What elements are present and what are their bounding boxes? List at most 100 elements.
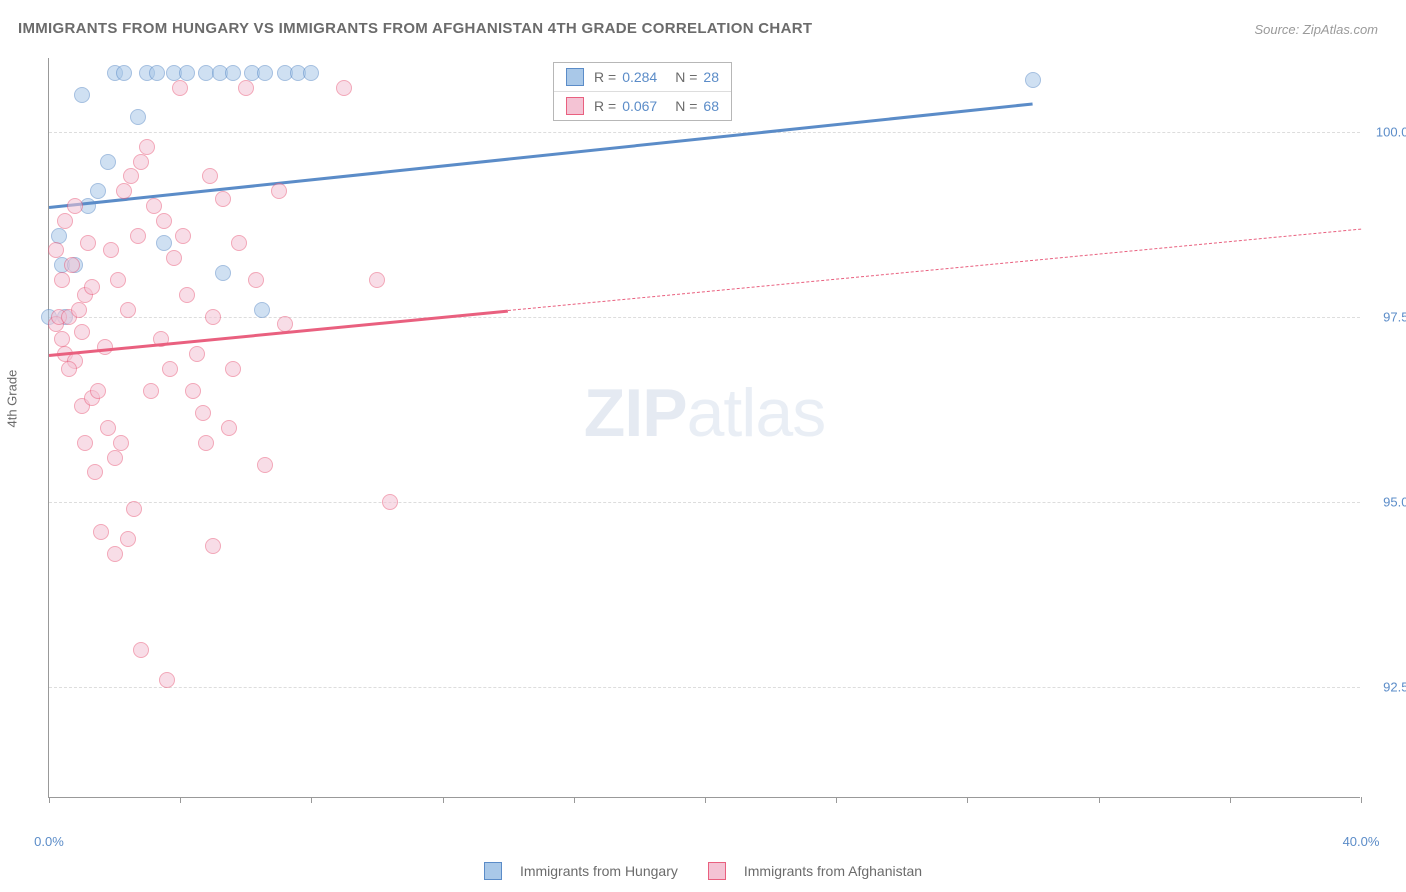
- n-label: N =: [675, 98, 697, 114]
- series-legend: Immigrants from Hungary Immigrants from A…: [0, 862, 1406, 880]
- scatter-point: [162, 361, 178, 377]
- scatter-point: [166, 250, 182, 266]
- x-tick: [574, 797, 575, 803]
- scatter-point: [100, 154, 116, 170]
- x-tick: [836, 797, 837, 803]
- scatter-point: [369, 272, 385, 288]
- gridline-h: [49, 317, 1360, 318]
- scatter-point: [80, 235, 96, 251]
- scatter-point: [254, 302, 270, 318]
- scatter-point: [202, 168, 218, 184]
- scatter-point: [303, 65, 319, 81]
- scatter-point: [74, 324, 90, 340]
- legend-item: Immigrants from Hungary: [484, 862, 678, 880]
- x-tick: [443, 797, 444, 803]
- x-tick: [49, 797, 50, 803]
- gridline-h: [49, 132, 1360, 133]
- y-tick-label: 92.5%: [1366, 680, 1406, 695]
- r-value: 0.067: [622, 98, 657, 114]
- scatter-point: [57, 213, 73, 229]
- scatter-point: [116, 65, 132, 81]
- scatter-point: [54, 331, 70, 347]
- legend-item: Immigrants from Afghanistan: [708, 862, 922, 880]
- scatter-point: [156, 213, 172, 229]
- scatter-point: [113, 435, 129, 451]
- scatter-point: [248, 272, 264, 288]
- scatter-point: [51, 228, 67, 244]
- scatter-point: [271, 183, 287, 199]
- scatter-point: [90, 383, 106, 399]
- x-tick-label: 0.0%: [34, 834, 64, 849]
- scatter-point: [123, 168, 139, 184]
- scatter-point: [175, 228, 191, 244]
- scatter-point: [225, 361, 241, 377]
- x-tick: [1361, 797, 1362, 803]
- scatter-point: [159, 672, 175, 688]
- scatter-point: [215, 191, 231, 207]
- scatter-point: [116, 183, 132, 199]
- scatter-point: [149, 65, 165, 81]
- legend-label: Immigrants from Hungary: [520, 863, 678, 879]
- x-tick: [311, 797, 312, 803]
- scatter-point: [257, 457, 273, 473]
- legend-stats-row: R =0.284N =28: [554, 63, 731, 91]
- x-tick: [705, 797, 706, 803]
- scatter-point: [74, 87, 90, 103]
- scatter-point: [93, 524, 109, 540]
- legend-stats-row: R = 0.067 N = 68: [554, 91, 731, 120]
- scatter-point: [120, 302, 136, 318]
- legend-swatch: [566, 68, 584, 86]
- scatter-point: [195, 405, 211, 421]
- scatter-point: [179, 65, 195, 81]
- y-axis-label: 4th Grade: [5, 370, 20, 428]
- trend-line: [49, 102, 1033, 209]
- gridline-h: [49, 502, 1360, 503]
- scatter-point: [130, 109, 146, 125]
- x-tick: [1230, 797, 1231, 803]
- scatter-point: [215, 265, 231, 281]
- y-tick-label: 100.0%: [1366, 125, 1406, 140]
- legend-swatch: [484, 862, 502, 880]
- scatter-point: [130, 228, 146, 244]
- n-value: 68: [703, 98, 719, 114]
- scatter-point: [205, 538, 221, 554]
- scatter-point: [71, 302, 87, 318]
- scatter-point: [146, 198, 162, 214]
- scatter-point: [133, 642, 149, 658]
- scatter-point: [64, 257, 80, 273]
- r-value: 0.284: [622, 69, 657, 85]
- scatter-point: [48, 242, 64, 258]
- scatter-point: [143, 383, 159, 399]
- y-tick-label: 95.0%: [1366, 495, 1406, 510]
- scatter-point: [156, 235, 172, 251]
- correlation-legend: R =0.284N =28R =0.067N =68: [553, 62, 732, 121]
- scatter-point: [1025, 72, 1041, 88]
- legend-label: Immigrants from Afghanistan: [744, 863, 922, 879]
- scatter-point: [336, 80, 352, 96]
- r-label: R =: [594, 98, 616, 114]
- scatter-point: [238, 80, 254, 96]
- chart-plot-area: ZIPatlas 92.5%95.0%97.5%100.0%0.0%40.0%: [48, 58, 1360, 798]
- scatter-point: [172, 80, 188, 96]
- scatter-point: [133, 154, 149, 170]
- r-label: R =: [594, 69, 616, 85]
- scatter-point: [205, 309, 221, 325]
- scatter-point: [382, 494, 398, 510]
- scatter-point: [100, 420, 116, 436]
- scatter-point: [77, 435, 93, 451]
- legend-swatch: [566, 97, 584, 115]
- x-tick: [180, 797, 181, 803]
- gridline-h: [49, 687, 1360, 688]
- scatter-point: [107, 546, 123, 562]
- scatter-point: [67, 198, 83, 214]
- scatter-point: [87, 464, 103, 480]
- scatter-point: [97, 339, 113, 355]
- scatter-point: [221, 420, 237, 436]
- scatter-point: [107, 450, 123, 466]
- n-label: N =: [675, 69, 697, 85]
- scatter-point: [185, 383, 201, 399]
- scatter-point: [110, 272, 126, 288]
- scatter-point: [126, 501, 142, 517]
- scatter-point: [189, 346, 205, 362]
- scatter-point: [84, 279, 100, 295]
